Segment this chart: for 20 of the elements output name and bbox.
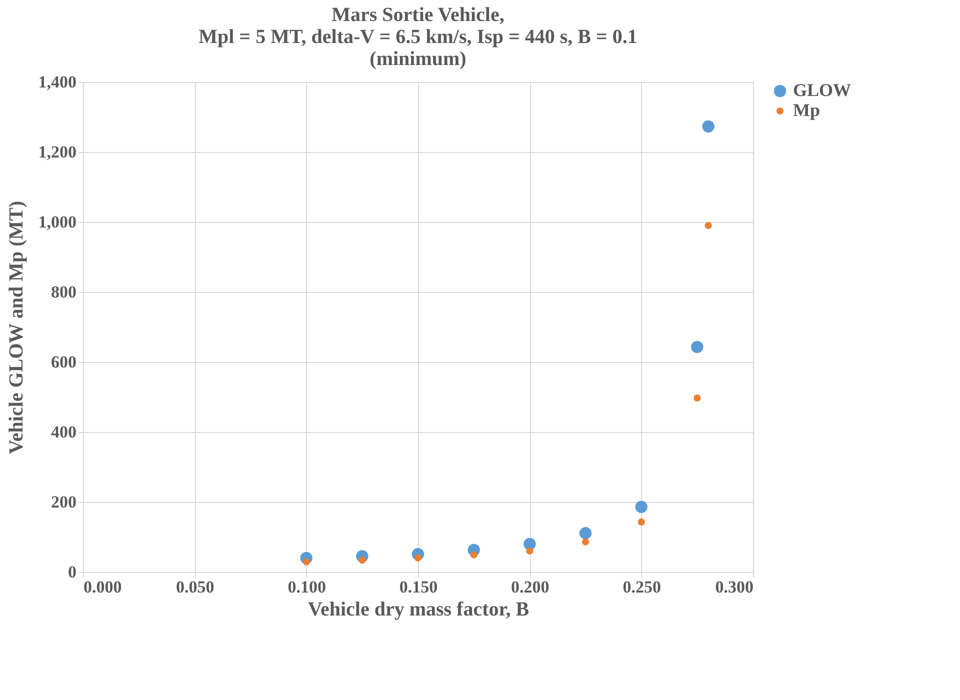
x-tick-label: 0.300	[715, 578, 754, 596]
y-tick-label: 400	[51, 422, 76, 442]
y-tick-label: 1,200	[38, 142, 76, 162]
y-axis-title: Vehicle GLOW and Mp (MT)	[5, 200, 28, 454]
x-tick-label: 0.250	[622, 578, 661, 596]
y-tick-label: 1,000	[38, 212, 76, 232]
y-tick-label: 200	[51, 492, 76, 512]
legend-label: Mp	[793, 100, 820, 120]
y-tick-label: 600	[51, 352, 76, 372]
x-tick-label: 0.050	[176, 578, 214, 596]
x-tick-label: 0.000	[84, 578, 122, 596]
x-tick-label: 0.100	[288, 578, 326, 596]
x-tick-label: 0.150	[399, 578, 438, 596]
y-tick-label: 1,400	[38, 72, 76, 92]
y-tick-label: 0	[68, 562, 76, 582]
legend-label: GLOW	[793, 80, 852, 100]
chart-title: Mars Sortie Vehicle, Mpl = 5 MT, delta-V = 6.5 km/s, Isp = 440 s, B = 0.1 (minimum)	[198, 4, 638, 70]
x-tick-label: 0.200	[511, 578, 550, 596]
x-axis-title: Vehicle dry mass factor, B	[308, 598, 530, 620]
y-tick-label: 800	[51, 282, 76, 302]
